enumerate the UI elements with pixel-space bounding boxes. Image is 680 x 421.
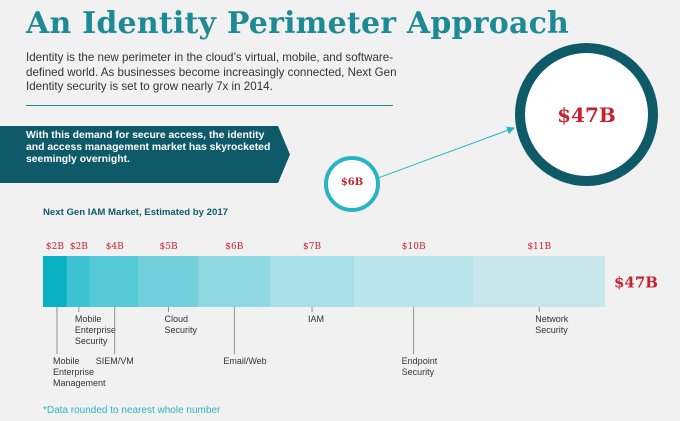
segment-value-label: $4B — [106, 242, 124, 252]
growth-arrow — [377, 126, 515, 179]
intro-paragraph: Identity is the new perimeter in the clo… — [26, 51, 397, 93]
intro-divider — [26, 105, 393, 106]
bar-segment — [353, 256, 474, 307]
segment-category-label: Email/Web — [223, 356, 266, 366]
total-market-value: $47B — [557, 103, 616, 127]
total-market-circle — [515, 43, 658, 186]
page-title: An Identity Perimeter Approach — [26, 6, 570, 41]
chart-title: Next Gen IAM Market, Estimated by 2017 — [43, 207, 229, 218]
bar-total-label: $47B — [614, 274, 658, 292]
segment-category-label: IAM — [308, 314, 324, 324]
segment-category-label: Mobile Enterprise Security — [75, 314, 116, 346]
bar-segment — [473, 256, 605, 307]
segment-value-label: $10B — [402, 242, 426, 252]
bar-segment — [270, 256, 354, 307]
callout-banner — [0, 126, 290, 183]
bar-segment — [66, 256, 91, 307]
segment-value-label: $2B — [70, 242, 88, 252]
segment-category-label: Endpoint Security — [402, 356, 438, 377]
segment-category-label: SIEM/VM — [96, 356, 134, 366]
footnote: *Data rounded to nearest whole number — [43, 405, 221, 416]
segment-value-label: $2B — [46, 242, 64, 252]
segment-category-label: Cloud Security — [165, 314, 198, 335]
segment-value-label: $5B — [160, 242, 178, 252]
segment-value-label: $7B — [303, 242, 321, 252]
bar-segment — [198, 256, 271, 307]
segment-category-label: Network Security — [535, 314, 569, 335]
bar-segment — [138, 256, 199, 307]
current-market-value: $6B — [340, 177, 364, 188]
bar-segment — [90, 256, 139, 307]
segment-category-label: Mobile Enterprise Management — [53, 356, 106, 388]
current-market-circle — [324, 156, 380, 212]
segment-value-label: $11B — [527, 242, 551, 252]
callout-banner-text: With this demand for secure access, the … — [26, 130, 271, 166]
bar-segment — [43, 256, 67, 307]
segment-value-label: $6B — [225, 242, 243, 252]
